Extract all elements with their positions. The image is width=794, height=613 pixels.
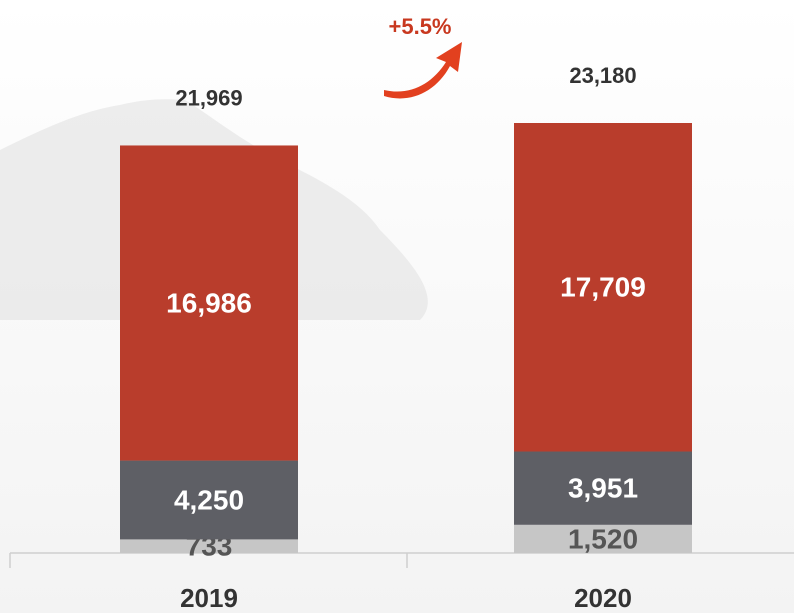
value-label: 3,951 (568, 473, 638, 504)
bar-segment (514, 524, 692, 553)
value-label: 1,520 (568, 523, 638, 554)
bar-segment (120, 145, 298, 461)
growth-annotation: +5.5% (389, 14, 452, 39)
value-label: 16,986 (166, 287, 252, 318)
value-label: 17,709 (560, 272, 646, 303)
growth-arrow (384, 42, 462, 99)
value-label: 4,250 (174, 484, 244, 515)
x-tick-label: 2020 (574, 583, 632, 613)
bar-segment (514, 123, 692, 452)
bar-segment (120, 460, 298, 540)
bar-segment (120, 539, 298, 553)
x-tick-label: 2019 (180, 583, 238, 613)
total-label: 23,180 (569, 63, 636, 88)
total-label: 21,969 (175, 85, 242, 110)
bar-segment (514, 451, 692, 525)
